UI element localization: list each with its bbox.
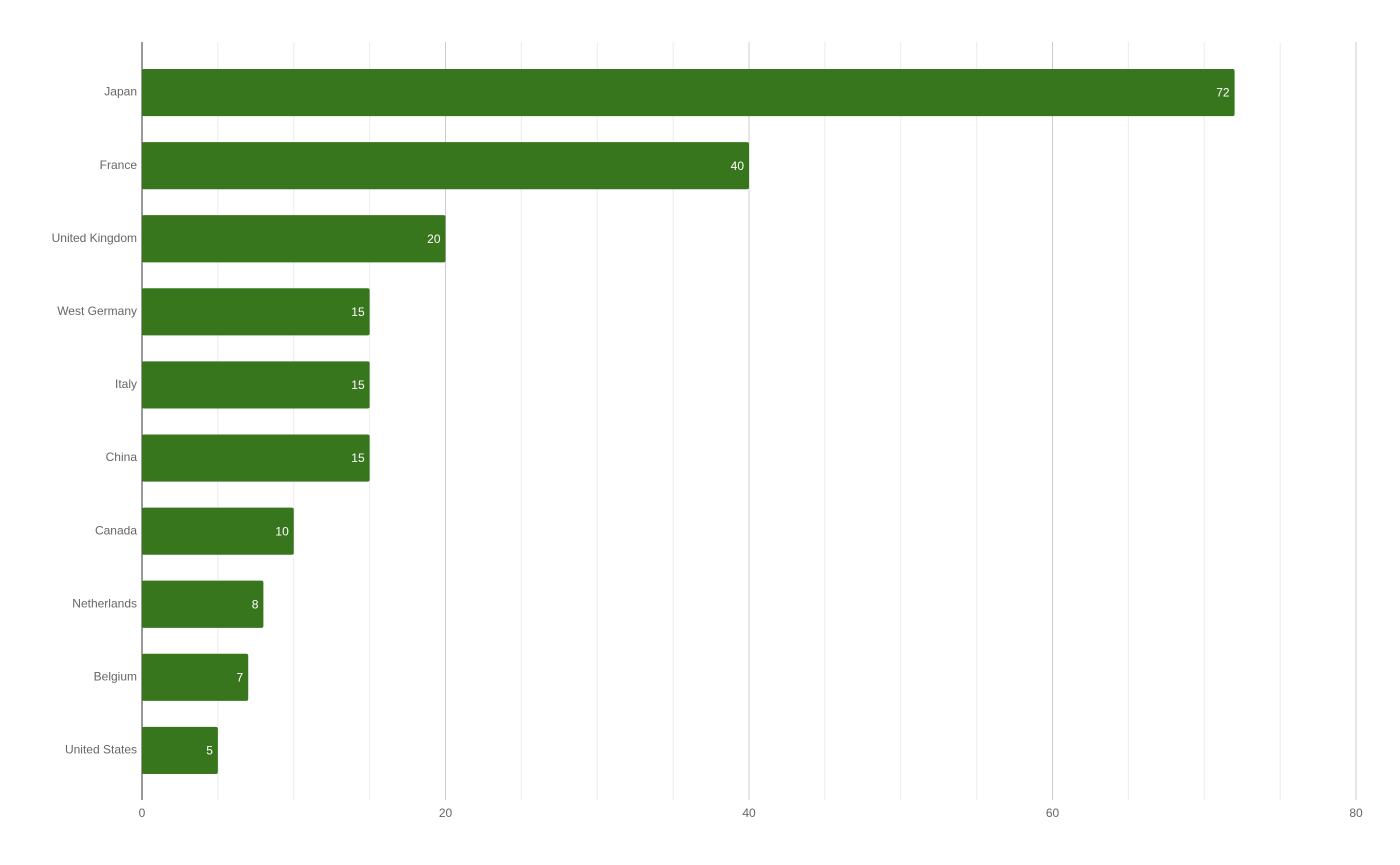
value-label: 15 [351, 378, 365, 392]
y-tick-label: United Kingdom [52, 231, 137, 245]
bar [142, 653, 249, 701]
x-tick-label: 20 [439, 806, 453, 820]
bar [142, 507, 294, 555]
y-tick-label: Italy [115, 377, 137, 391]
bar [142, 288, 370, 336]
y-tick-label: West Germany [57, 304, 137, 318]
x-tick-label: 0 [139, 806, 146, 820]
bar [142, 68, 1235, 117]
value-label: 72 [1216, 86, 1230, 100]
y-tick-label: Belgium [94, 670, 137, 684]
bar [142, 361, 370, 409]
bar [142, 726, 218, 775]
y-tick-label: Canada [95, 523, 137, 537]
bar [142, 434, 370, 482]
y-tick-label: China [106, 450, 138, 464]
value-label: 7 [237, 671, 244, 685]
y-tick-label: Netherlands [72, 596, 137, 610]
bar [142, 142, 749, 190]
x-tick-label: 60 [1046, 806, 1060, 820]
value-label: 40 [731, 159, 745, 173]
x-tick-label: 40 [742, 806, 756, 820]
y-tick-label: Japan [104, 85, 137, 99]
value-label: 15 [351, 305, 365, 319]
bar [142, 215, 446, 263]
y-tick-label: France [100, 158, 138, 172]
x-tick-label: 80 [1349, 806, 1363, 820]
bar [142, 580, 264, 628]
value-label: 8 [252, 597, 259, 611]
value-label: 15 [351, 451, 365, 465]
value-label: 10 [275, 524, 289, 538]
value-label: 20 [427, 232, 441, 246]
value-label: 5 [206, 744, 213, 758]
y-tick-label: United States [65, 743, 137, 757]
